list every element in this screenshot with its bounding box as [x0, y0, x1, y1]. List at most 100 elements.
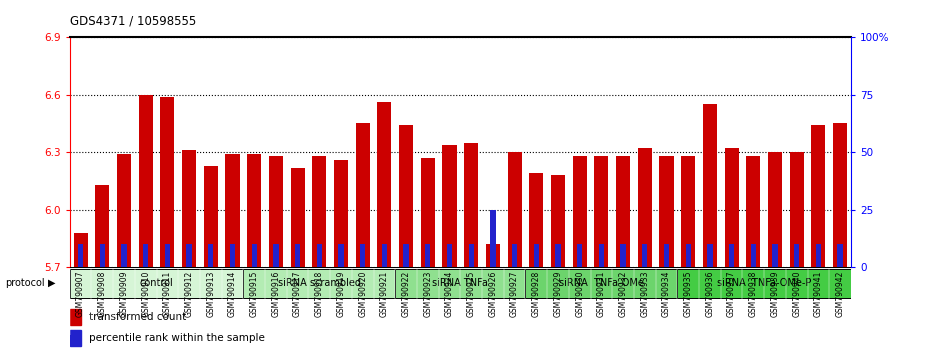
- Text: transformed count: transformed count: [89, 312, 187, 322]
- Text: GSM790914: GSM790914: [228, 271, 237, 317]
- Text: GSM790910: GSM790910: [141, 271, 151, 317]
- Bar: [339, 244, 344, 267]
- Bar: [334, 160, 348, 267]
- Text: GSM790911: GSM790911: [163, 271, 172, 317]
- Bar: [573, 156, 587, 267]
- Bar: [404, 244, 409, 267]
- Bar: [295, 244, 300, 267]
- Bar: [446, 244, 452, 267]
- Text: GSM790942: GSM790942: [835, 271, 844, 317]
- Bar: [768, 152, 782, 267]
- Bar: [117, 154, 131, 267]
- Text: GSM790924: GSM790924: [445, 271, 454, 317]
- Text: siRNA  TNFa-OMe-P: siRNA TNFa-OMe-P: [717, 278, 811, 287]
- Bar: [378, 102, 392, 267]
- Bar: [360, 244, 365, 267]
- FancyBboxPatch shape: [525, 269, 677, 297]
- Text: GSM790920: GSM790920: [358, 271, 367, 317]
- Text: ▶: ▶: [48, 278, 56, 287]
- Bar: [707, 244, 712, 267]
- Bar: [251, 244, 257, 267]
- Text: GSM790931: GSM790931: [597, 271, 606, 317]
- Bar: [225, 154, 240, 267]
- Bar: [508, 152, 522, 267]
- Bar: [529, 173, 543, 267]
- Bar: [490, 210, 496, 267]
- Bar: [78, 244, 84, 267]
- Text: GSM790923: GSM790923: [423, 271, 432, 317]
- Bar: [70, 309, 82, 325]
- FancyBboxPatch shape: [395, 269, 525, 297]
- Bar: [316, 244, 322, 267]
- Text: GSM790909: GSM790909: [119, 271, 128, 317]
- Bar: [664, 244, 670, 267]
- Text: GSM790929: GSM790929: [553, 271, 563, 317]
- Bar: [551, 175, 565, 267]
- Bar: [816, 244, 821, 267]
- Text: GSM790919: GSM790919: [337, 271, 346, 317]
- Text: GSM790938: GSM790938: [749, 271, 758, 317]
- Bar: [312, 156, 326, 267]
- Bar: [599, 244, 604, 267]
- Bar: [139, 95, 153, 267]
- Text: GSM790934: GSM790934: [662, 271, 671, 317]
- Bar: [208, 244, 214, 267]
- Bar: [751, 244, 756, 267]
- Bar: [355, 124, 370, 267]
- Bar: [746, 156, 761, 267]
- Bar: [685, 244, 691, 267]
- Bar: [681, 156, 696, 267]
- Text: GSM790936: GSM790936: [705, 271, 714, 317]
- Text: GSM790912: GSM790912: [184, 271, 193, 317]
- Bar: [121, 244, 126, 267]
- Bar: [485, 244, 500, 267]
- Text: GSM790925: GSM790925: [467, 271, 476, 317]
- Text: GSM790939: GSM790939: [770, 271, 779, 317]
- Bar: [794, 244, 800, 267]
- Bar: [790, 152, 804, 267]
- Text: GSM790915: GSM790915: [249, 271, 259, 317]
- Bar: [620, 244, 626, 267]
- Text: control: control: [140, 278, 173, 287]
- Bar: [729, 244, 735, 267]
- Bar: [95, 185, 110, 267]
- Bar: [165, 244, 170, 267]
- Bar: [464, 143, 478, 267]
- Bar: [269, 156, 283, 267]
- Bar: [273, 244, 279, 267]
- Text: GSM790916: GSM790916: [272, 271, 281, 317]
- Bar: [70, 330, 82, 346]
- Text: GSM790941: GSM790941: [814, 271, 823, 317]
- Bar: [616, 156, 631, 267]
- Bar: [512, 244, 517, 267]
- Bar: [160, 97, 175, 267]
- Bar: [73, 233, 87, 267]
- Bar: [443, 144, 457, 267]
- Text: percentile rank within the sample: percentile rank within the sample: [89, 332, 265, 343]
- Bar: [186, 244, 192, 267]
- Bar: [833, 124, 847, 267]
- Text: siRNA scrambled: siRNA scrambled: [278, 278, 361, 287]
- Text: GSM790917: GSM790917: [293, 271, 302, 317]
- Bar: [182, 150, 196, 267]
- Text: GSM790927: GSM790927: [510, 271, 519, 317]
- Bar: [469, 244, 474, 267]
- Text: GSM790926: GSM790926: [488, 271, 498, 317]
- Bar: [659, 156, 673, 267]
- FancyBboxPatch shape: [244, 269, 395, 297]
- Bar: [399, 125, 413, 267]
- Text: GSM790933: GSM790933: [640, 271, 649, 317]
- Bar: [642, 244, 647, 267]
- Text: GSM790918: GSM790918: [314, 271, 324, 317]
- Text: GDS4371 / 10598555: GDS4371 / 10598555: [70, 14, 196, 27]
- Bar: [772, 244, 777, 267]
- Bar: [247, 154, 261, 267]
- Bar: [290, 167, 305, 267]
- Text: GSM790921: GSM790921: [379, 271, 389, 317]
- Bar: [230, 244, 235, 267]
- Bar: [577, 244, 582, 267]
- Bar: [100, 244, 105, 267]
- FancyBboxPatch shape: [677, 269, 851, 297]
- FancyBboxPatch shape: [70, 269, 244, 297]
- Text: GSM790908: GSM790908: [98, 271, 107, 317]
